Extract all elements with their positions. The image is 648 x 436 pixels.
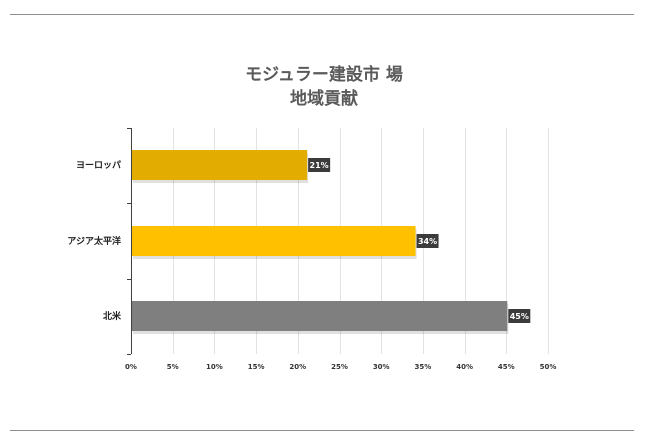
x-tick-label-0: 0%: [125, 363, 137, 371]
bar-0: [132, 150, 308, 180]
x-tick-label-40: 40%: [456, 363, 473, 371]
x-tick-label-45: 45%: [498, 363, 515, 371]
chart-title-line-1: モジュラー建設市 場: [245, 65, 403, 85]
bar-1: [132, 226, 416, 256]
x-tick-label-20: 20%: [289, 363, 306, 371]
category-label-2: 北米: [103, 310, 122, 322]
top-divider: [10, 14, 634, 15]
chart-title-line-2: 地域貢献: [290, 89, 358, 109]
bottom-divider: [10, 430, 634, 431]
data-label-box-1: [416, 234, 439, 248]
x-tick-label-50: 50%: [540, 363, 557, 371]
x-tick-label-5: 5%: [167, 363, 179, 371]
data-label-1: 34%: [418, 237, 437, 246]
x-tick-label-35: 35%: [415, 363, 432, 371]
category-label-1: アジア太平洋: [67, 235, 121, 247]
x-tick-label-25: 25%: [331, 363, 348, 371]
bar-2: [132, 301, 508, 331]
x-tick-label-10: 10%: [206, 363, 223, 371]
data-label-box-0: [308, 158, 331, 172]
category-label-0: ヨーロッパ: [76, 159, 121, 171]
x-tick-label-15: 15%: [248, 363, 265, 371]
data-label-2: 45%: [510, 312, 529, 321]
x-tick-label-30: 30%: [373, 363, 390, 371]
data-label-0: 21%: [310, 161, 329, 170]
data-label-box-2: [508, 309, 531, 323]
